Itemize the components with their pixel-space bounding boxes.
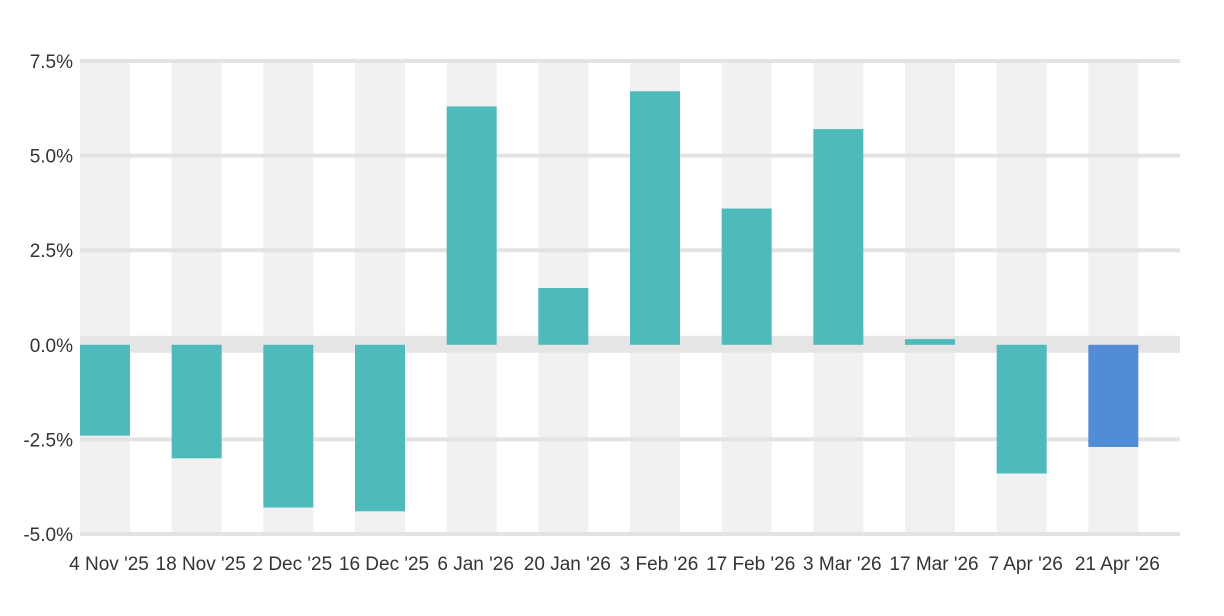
x-tick-label: 18 Nov '25	[156, 554, 246, 575]
x-tick-label: 7 Apr '26	[988, 554, 1062, 575]
bar	[263, 344, 314, 508]
bar	[80, 344, 130, 436]
bar	[446, 106, 497, 345]
bars	[80, 91, 1139, 512]
x-tick-label: 3 Mar '26	[803, 554, 882, 575]
y-tick-label: 0.0%	[30, 336, 73, 357]
column-band	[1088, 61, 1139, 534]
bar	[1088, 344, 1139, 447]
bar	[355, 344, 405, 512]
y-tick-label: 7.5%	[30, 52, 73, 73]
x-axis: 4 Nov '25 18 Nov '25 2 Dec '25 16 Dec '25 6 …	[69, 554, 1160, 575]
y-tick-label: 5.0%	[30, 147, 73, 168]
y-tick-label: 2.5%	[30, 241, 73, 262]
bar	[171, 344, 222, 459]
x-tick-label: 4 Nov '25	[69, 554, 149, 575]
column-bands	[80, 61, 1139, 534]
bar	[538, 288, 589, 345]
column-band	[80, 61, 130, 534]
x-tick-label: 16 Dec '25	[339, 554, 429, 575]
x-tick-label: 17 Feb '26	[706, 554, 795, 575]
y-tick-label: -5.0%	[23, 525, 73, 546]
x-tick-label: 21 Apr '26	[1075, 554, 1160, 575]
y-axis: 7.5% 5.0% 2.5% 0.0% -2.5% -5.0%	[23, 52, 73, 546]
bar	[630, 91, 680, 345]
x-tick-label: 2 Dec '25	[252, 554, 332, 575]
bar	[813, 129, 864, 345]
bar	[721, 208, 772, 345]
x-tick-label: 6 Jan '26	[437, 554, 514, 575]
x-tick-label: 20 Jan '26	[524, 554, 611, 575]
column-band	[171, 61, 222, 534]
x-tick-label: 17 Mar '26	[889, 554, 978, 575]
y-tick-label: -2.5%	[23, 430, 73, 451]
x-tick-label: 3 Feb '26	[620, 554, 699, 575]
bar	[905, 339, 955, 345]
column-band	[905, 61, 955, 534]
bar	[996, 344, 1047, 474]
